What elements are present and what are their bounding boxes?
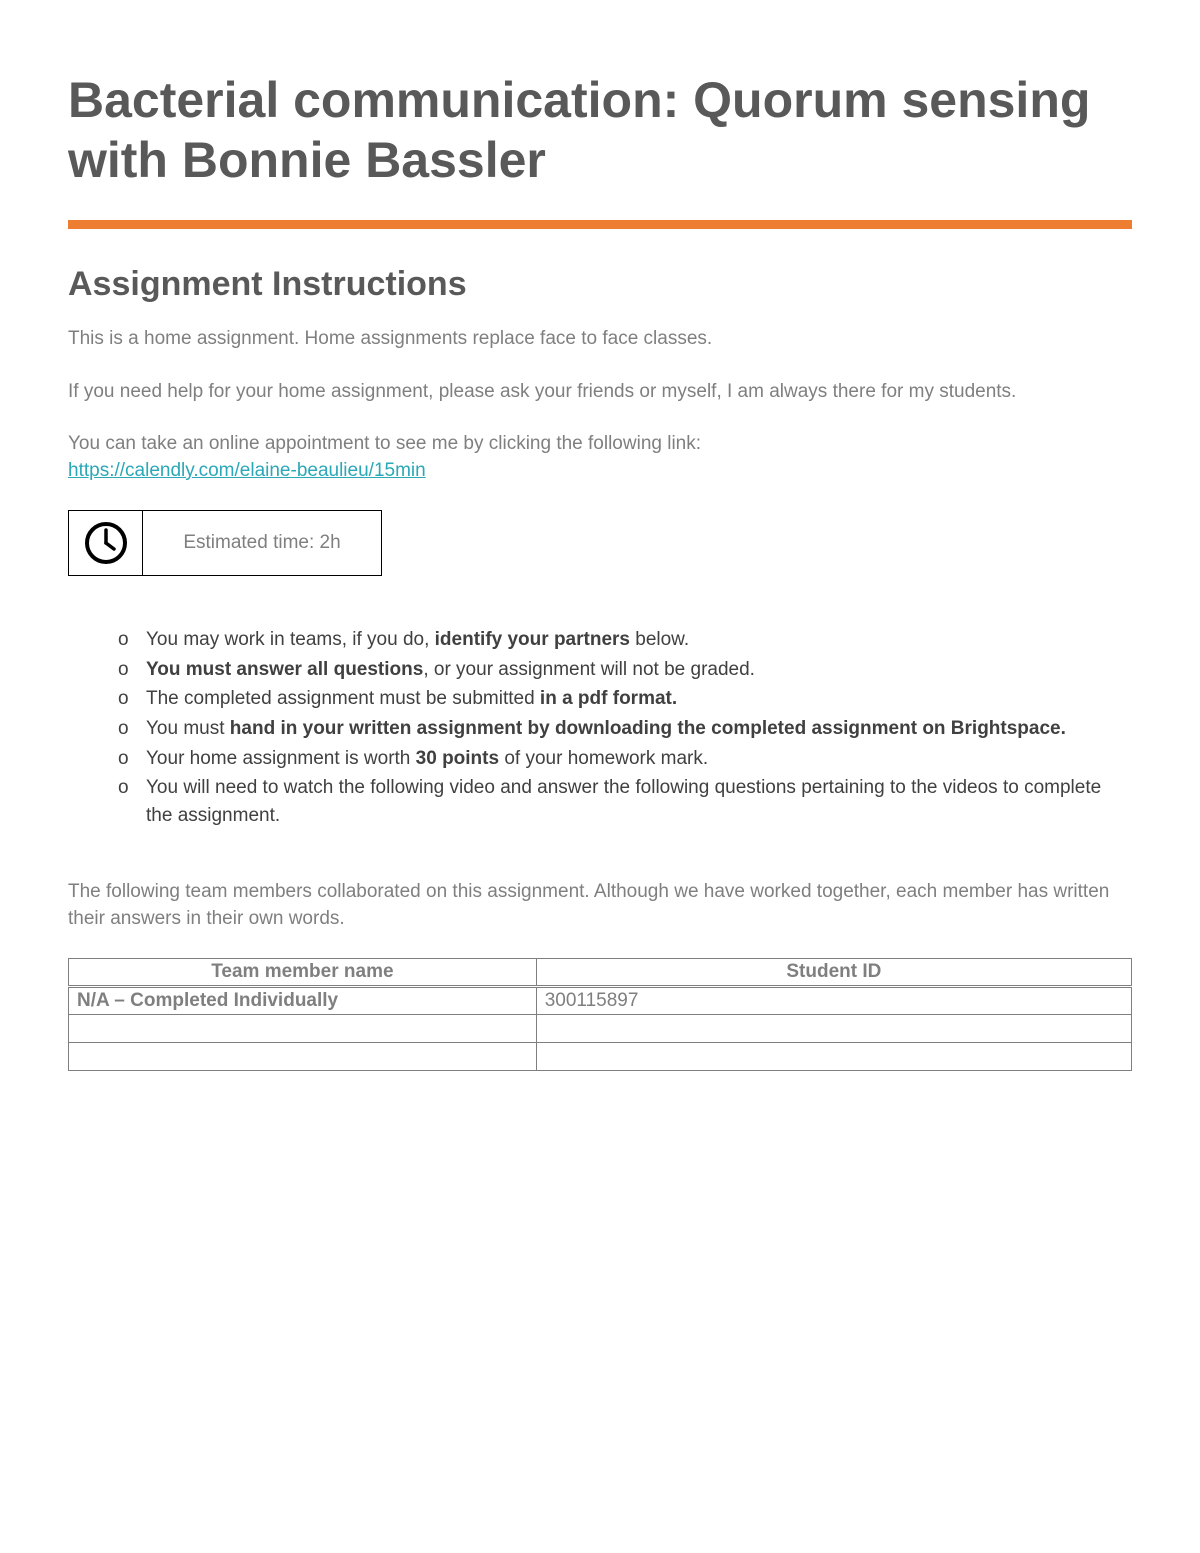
section-heading: Assignment Instructions [68, 265, 1132, 304]
text-bold: 30 points [416, 748, 499, 769]
text: , or your assignment will not be graded. [423, 659, 755, 680]
text-bold: in a pdf format. [540, 688, 677, 709]
table-cell-id [536, 1015, 1131, 1043]
table-cell-name [69, 1043, 537, 1071]
link-intro-text: You can take an online appointment to se… [68, 433, 701, 454]
text: The completed assignment must be submitt… [146, 688, 540, 709]
text-bold: identify your partners [435, 629, 630, 650]
table-header-name: Team member name [69, 959, 537, 987]
estimate-box: Estimated time: 2h [68, 510, 382, 576]
text: You must [146, 718, 230, 739]
intro-paragraph-2: If you need help for your home assignmen… [68, 379, 1132, 406]
table-cell-name: N/A – Completed Individually [69, 987, 537, 1015]
table-row: N/A – Completed Individually 300115897 [69, 987, 1132, 1015]
team-table: Team member name Student ID N/A – Comple… [68, 958, 1132, 1071]
clock-icon-cell [69, 511, 143, 575]
text: below. [630, 629, 689, 650]
text: You may work in teams, if you do, [146, 629, 435, 650]
instruction-list: You may work in teams, if you do, identi… [118, 626, 1132, 829]
list-item: You must hand in your written assignment… [118, 715, 1132, 743]
clock-icon [84, 521, 128, 565]
text: Your home assignment is worth [146, 748, 416, 769]
text: of your homework mark. [499, 748, 708, 769]
estimate-label: Estimated time: 2h [143, 511, 381, 575]
appointment-link[interactable]: https://calendly.com/elaine-beaulieu/15m… [68, 460, 426, 481]
intro-paragraph-1: This is a home assignment. Home assignme… [68, 326, 1132, 353]
intro-paragraph-3: You can take an online appointment to se… [68, 431, 1132, 484]
text-bold: You must answer all questions [146, 659, 423, 680]
divider-bar [68, 220, 1132, 229]
table-cell-id [536, 1043, 1131, 1071]
text-bold: hand in your written assignment by downl… [230, 718, 1066, 739]
list-item: You must answer all questions, or your a… [118, 656, 1132, 684]
table-cell-id: 300115897 [536, 987, 1131, 1015]
table-cell-name [69, 1015, 537, 1043]
text: You will need to watch the following vid… [146, 777, 1101, 826]
collaboration-text: The following team members collaborated … [68, 879, 1132, 932]
list-item: Your home assignment is worth 30 points … [118, 745, 1132, 773]
table-row [69, 1015, 1132, 1043]
page-title: Bacterial communication: Quorum sensing … [68, 70, 1132, 190]
list-item: You will need to watch the following vid… [118, 774, 1132, 829]
list-item: You may work in teams, if you do, identi… [118, 626, 1132, 654]
table-row [69, 1043, 1132, 1071]
table-header-id: Student ID [536, 959, 1131, 987]
list-item: The completed assignment must be submitt… [118, 685, 1132, 713]
